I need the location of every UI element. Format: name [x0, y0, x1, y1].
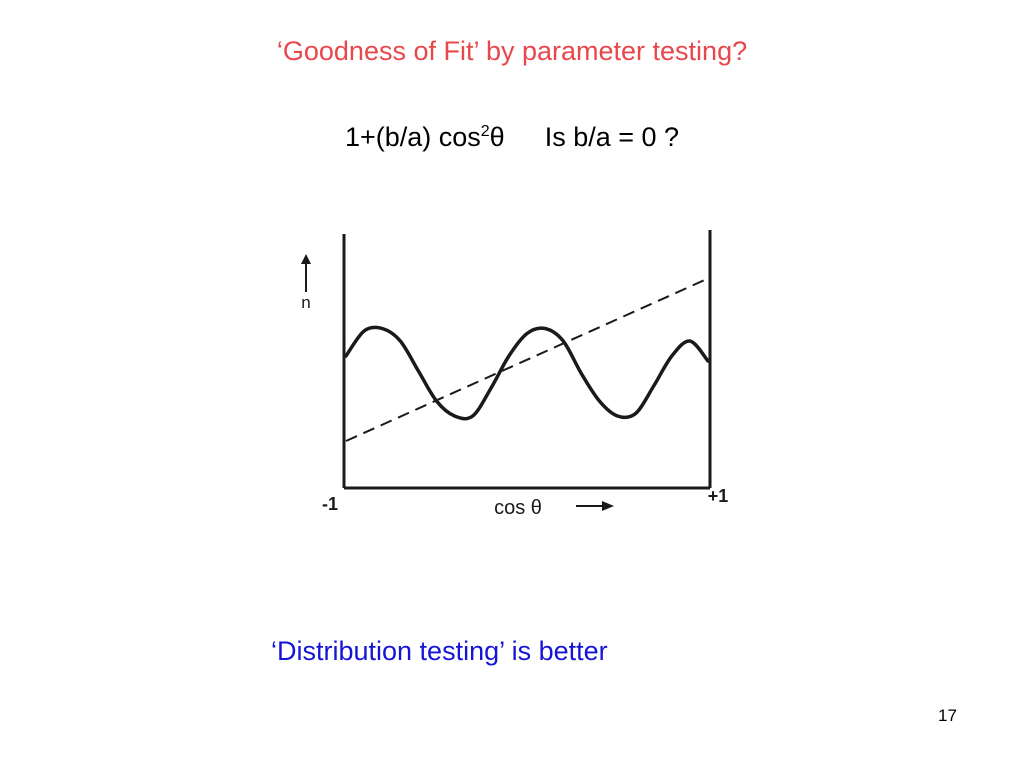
y-axis-label: n [301, 293, 310, 312]
slide-title: ‘Goodness of Fit’ by parameter testing? [276, 36, 748, 66]
formula-exponent: 2 [480, 123, 490, 140]
formula-row: 1+(b/a) cos2θ Is b/a = 0 ? [0, 122, 1024, 153]
plot-axes [342, 230, 712, 490]
x-tick-label-max: +1 [708, 486, 729, 506]
x-axis-label: cos θ [494, 497, 542, 519]
linear-fit-dashed-line [345, 277, 709, 442]
x-axis-labels: -1 +1 cos θ [322, 486, 728, 519]
y-axis-indicator: n [301, 254, 311, 312]
series-layer [344, 277, 710, 442]
x-tick-label-min: -1 [322, 494, 338, 514]
x-arrow-icon [602, 501, 614, 511]
distribution-plot: n -1 +1 cos θ [301, 230, 728, 519]
formula-prefix: 1+(b/a) cos [344, 122, 481, 152]
hypothesis-question: Is b/a = 0 ? [544, 122, 680, 152]
y-arrow-icon [301, 254, 311, 264]
data-curve-solid-line [344, 325, 710, 421]
conclusion-text: ‘Distribution testing’ is better [271, 636, 608, 666]
formula-suffix: θ [489, 122, 505, 152]
slide-number: 17 [938, 706, 957, 725]
